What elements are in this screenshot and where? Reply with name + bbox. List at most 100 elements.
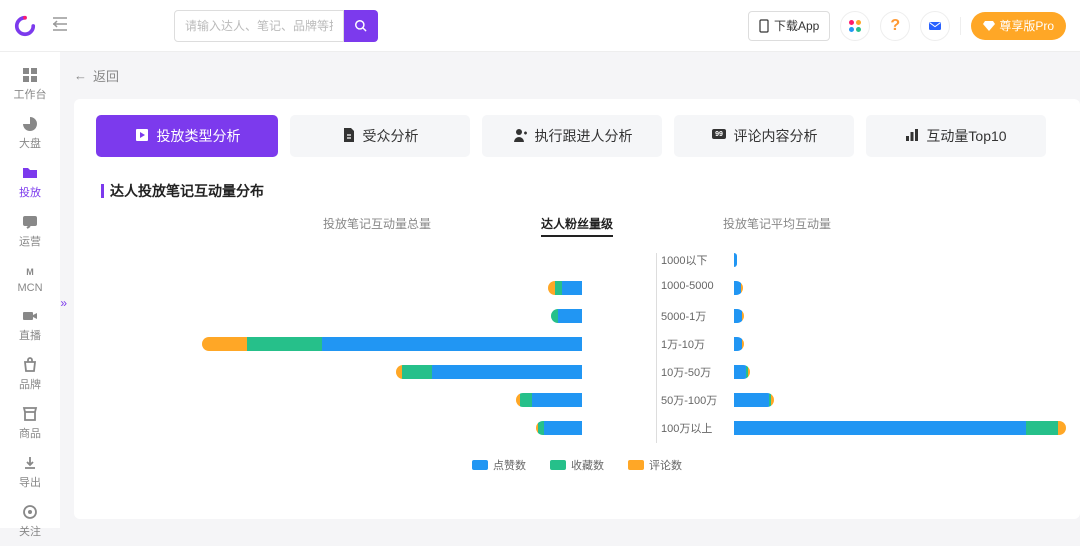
svg-text:M: M [26, 267, 34, 277]
chart-axis [656, 253, 657, 443]
sidebar-item-1[interactable]: 大盘 [0, 109, 60, 158]
sidebar-item-7[interactable]: 商品 [0, 399, 60, 448]
legend-item: 收藏数 [550, 457, 604, 473]
sidebar-item-6[interactable]: 品牌 [0, 350, 60, 399]
user-icon [512, 127, 528, 146]
sidebar-item-0[interactable]: 工作台 [0, 60, 60, 109]
tab-label: 互动量Top10 [926, 126, 1006, 146]
tab-label: 评论内容分析 [734, 126, 818, 146]
search-input[interactable] [174, 10, 344, 42]
sidebar-expand-icon[interactable]: » [60, 296, 67, 310]
apps-icon[interactable] [840, 11, 870, 41]
grid-icon [22, 67, 38, 83]
legend-label: 评论数 [649, 457, 682, 473]
search-button[interactable] [344, 10, 378, 42]
download-app-button[interactable]: 下载App [748, 11, 830, 41]
chart-bar-right [734, 281, 743, 295]
shop-icon [22, 406, 38, 422]
content-panel: 投放类型分析 受众分析 执行跟进人分析 99 评论内容分析 互动量Top10 达人投放笔记… [74, 99, 1080, 519]
svg-text:99: 99 [715, 131, 723, 138]
sidebar-item-label: 导出 [19, 474, 41, 490]
section-title: 达人投放笔记互动量分布 [101, 181, 1058, 201]
legend-item: 评论数 [628, 457, 682, 473]
help-icon[interactable]: ? [880, 11, 910, 41]
sidebar-item-9[interactable]: 关注 [0, 497, 60, 546]
video-icon [22, 308, 38, 324]
pro-badge[interactable]: 尊享版Pro [971, 12, 1066, 40]
chart-bar-right [734, 393, 774, 407]
legend-item: 点赞数 [472, 457, 526, 473]
legend-swatch [550, 460, 566, 470]
folder-icon [22, 165, 38, 181]
diamond-icon [983, 21, 995, 31]
chart-category-label: 10万-50万 [661, 364, 711, 380]
chat-icon [22, 214, 38, 230]
legend-label: 点赞数 [493, 457, 526, 473]
sidebar-item-8[interactable]: 导出 [0, 448, 60, 497]
sidebar-item-label: 运营 [19, 233, 41, 249]
sidebar-item-label: 商品 [19, 425, 41, 441]
main-content: ← 返回 投放类型分析 受众分析 执行跟进人分析 99 评论内容分析 互动量Top10 达… [60, 52, 1080, 528]
mail-icon[interactable] [920, 11, 950, 41]
collapse-icon[interactable] [48, 13, 72, 39]
back-link[interactable]: ← 返回 [74, 52, 1080, 99]
phone-icon [759, 19, 769, 33]
tab-2[interactable]: 执行跟进人分析 [482, 115, 662, 157]
chart-bar-right [734, 309, 744, 323]
chart-category-label: 100万以上 [661, 420, 712, 436]
chart-sub-tabs: 投放笔记互动量总量 达人粉丝量级 投放笔记平均互动量 [96, 215, 1058, 237]
tab-1[interactable]: 受众分析 [290, 115, 470, 157]
chart-bar-left [551, 309, 582, 323]
chart-category-label: 1000以下 [661, 252, 707, 268]
chart-legend: 点赞数 收藏数 评论数 [96, 457, 1058, 473]
chart-bar-right [734, 365, 750, 379]
chart-category-label: 50万-100万 [661, 392, 717, 408]
sidebar-item-label: MCN [17, 282, 42, 294]
sidebar-item-4[interactable]: M MCN [0, 256, 60, 301]
back-arrow-icon: ← [74, 68, 87, 83]
sidebar-item-3[interactable]: 运营 [0, 207, 60, 256]
sub-tab-1[interactable]: 达人粉丝量级 [541, 215, 613, 237]
tab-label: 执行跟进人分析 [535, 126, 633, 146]
sub-tab-2[interactable]: 投放笔记平均互动量 [723, 215, 831, 237]
play-file-icon [134, 127, 150, 146]
chart-category-label: 5000-1万 [661, 308, 706, 324]
chart-bar-left [202, 337, 582, 351]
chart-bar-left [396, 365, 582, 379]
logo [14, 15, 36, 37]
bars-icon [905, 128, 919, 145]
back-label: 返回 [93, 66, 119, 85]
download-app-label: 下载App [774, 17, 819, 34]
pro-badge-label: 尊享版Pro [999, 17, 1054, 34]
chart-bar-left [516, 393, 582, 407]
chart-category-label: 1万-10万 [661, 336, 705, 352]
chart-bar-right [734, 421, 1066, 435]
sub-tab-0[interactable]: 投放笔记互动量总量 [323, 215, 431, 237]
target-icon [22, 504, 38, 520]
divider [960, 17, 961, 35]
legend-swatch [472, 460, 488, 470]
sidebar-item-label: 直播 [19, 327, 41, 343]
legend-label: 收藏数 [571, 457, 604, 473]
app-header: 下载App ? 尊享版Pro [0, 0, 1080, 52]
tab-label: 投放类型分析 [157, 126, 241, 146]
sidebar-item-label: 大盘 [19, 135, 41, 151]
search-box [174, 10, 378, 42]
search-icon [354, 19, 368, 33]
bag-icon [22, 357, 38, 373]
chart-category-label: 1000-5000 [661, 280, 714, 292]
download-icon [22, 455, 38, 471]
sidebar-item-label: 投放 [19, 184, 41, 200]
sidebar-item-label: 关注 [19, 523, 41, 539]
sidebar-item-5[interactable]: 直播 [0, 301, 60, 350]
legend-swatch [628, 460, 644, 470]
tab-3[interactable]: 99 评论内容分析 [674, 115, 854, 157]
tab-0[interactable]: 投放类型分析 [96, 115, 278, 157]
quote-icon: 99 [711, 128, 727, 145]
doc-icon [342, 127, 356, 146]
tab-4[interactable]: 互动量Top10 [866, 115, 1046, 157]
chart-bar-right [734, 337, 744, 351]
analysis-tabs: 投放类型分析 受众分析 执行跟进人分析 99 评论内容分析 互动量Top10 [96, 115, 1058, 157]
chart-bar-right [734, 253, 737, 267]
sidebar-item-2[interactable]: 投放 [0, 158, 60, 207]
